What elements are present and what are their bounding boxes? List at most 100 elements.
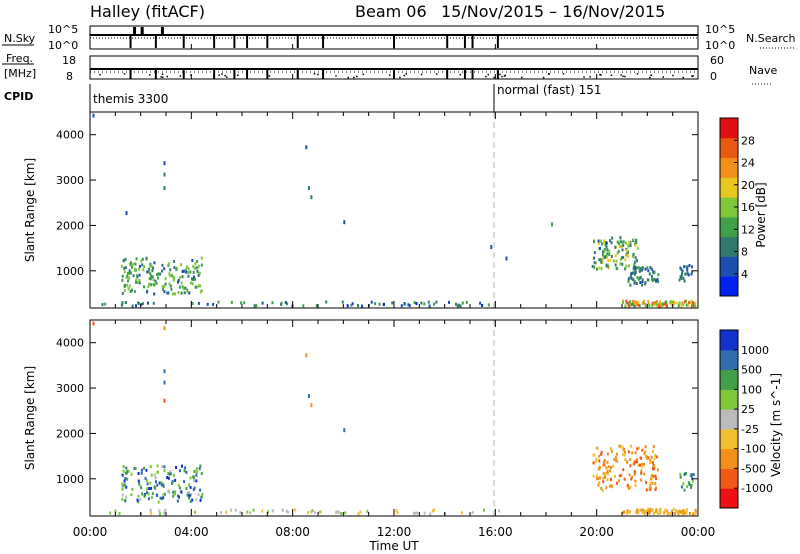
data-cell <box>177 280 179 284</box>
data-cell <box>126 470 129 474</box>
data-cell <box>161 465 164 469</box>
data-cell <box>595 474 598 478</box>
nave-point <box>313 73 316 75</box>
data-cell <box>141 263 144 267</box>
data-cell <box>152 266 155 270</box>
y-tick-label: 2000 <box>56 427 84 440</box>
freq-marks <box>89 68 699 79</box>
data-cell <box>605 466 608 470</box>
power-y-ticks: 1000 2000 3000 4000 <box>56 129 698 278</box>
data-cell <box>163 380 166 385</box>
colorbar-tick-label: 24 <box>741 157 755 170</box>
data-cell <box>593 265 596 269</box>
data-cell <box>163 469 166 473</box>
data-cell <box>648 487 651 491</box>
data-cell <box>193 476 196 480</box>
data-cell <box>155 493 158 497</box>
x-tick-label: 04:00 <box>174 525 209 539</box>
data-cell <box>173 259 176 263</box>
data-cell <box>599 476 601 480</box>
data-cell <box>285 302 288 306</box>
data-cell <box>143 285 145 289</box>
data-cell <box>161 263 164 267</box>
data-cell <box>403 302 406 306</box>
data-cell <box>431 509 434 513</box>
data-cell <box>120 264 123 268</box>
data-cell <box>652 474 655 478</box>
x-tick-label: 00:00 <box>73 525 108 539</box>
data-cell <box>162 288 165 291</box>
data-cell <box>652 445 655 448</box>
data-cell <box>650 473 653 477</box>
data-cell <box>644 304 647 308</box>
data-cell <box>199 488 202 492</box>
data-cell <box>163 290 166 294</box>
data-cell <box>643 472 646 476</box>
data-cell <box>680 276 683 280</box>
data-cell <box>683 488 686 492</box>
data-cell <box>665 509 668 513</box>
data-cell <box>680 267 683 271</box>
data-cell <box>127 279 130 283</box>
data-cell <box>310 403 313 408</box>
data-cell <box>680 510 683 514</box>
colorbar-swatch <box>720 216 738 238</box>
velocity-colorbar: 1000 500 100 25 -25 -100 -500 -1000 <box>719 329 773 509</box>
data-cell <box>677 304 680 308</box>
data-cell <box>121 497 124 501</box>
data-cell <box>615 259 618 263</box>
data-cell <box>126 283 129 287</box>
data-cell <box>635 282 638 285</box>
data-cell <box>621 248 624 252</box>
data-cell <box>246 510 249 514</box>
data-cell <box>623 447 626 451</box>
data-cell <box>133 290 136 294</box>
beam-label: Beam 06 <box>355 2 427 21</box>
data-cell <box>121 278 124 282</box>
nave-point <box>600 74 602 76</box>
data-cell <box>192 264 195 268</box>
data-cell <box>170 274 173 278</box>
data-cell <box>120 303 123 307</box>
data-cell <box>630 444 633 448</box>
data-cell <box>302 304 305 308</box>
data-cell <box>653 511 655 515</box>
data-cell <box>595 457 598 461</box>
data-cell <box>158 481 161 485</box>
data-cell <box>658 508 661 512</box>
data-cell <box>616 240 619 244</box>
data-cell <box>163 465 166 469</box>
data-cell <box>632 267 635 271</box>
data-cell <box>641 266 644 270</box>
data-cell <box>609 469 612 473</box>
colorbar-swatch <box>720 330 738 351</box>
data-cell <box>602 254 605 258</box>
nave-point <box>99 74 101 76</box>
data-cell <box>157 272 160 276</box>
data-cell <box>239 511 242 514</box>
data-cell <box>128 269 131 273</box>
data-cell <box>606 254 609 258</box>
data-cell <box>651 461 654 464</box>
data-cell <box>174 490 177 494</box>
data-cell <box>603 239 606 243</box>
data-cell <box>690 484 693 487</box>
nsearch-label: N.Search <box>746 32 796 45</box>
data-cell <box>335 510 338 514</box>
data-cell <box>639 267 642 270</box>
data-cell <box>605 263 608 267</box>
data-cell <box>600 267 603 271</box>
nave-point <box>692 75 694 77</box>
nave-point <box>162 76 164 78</box>
data-cell <box>198 284 200 288</box>
data-cell <box>620 257 622 261</box>
data-cell <box>196 467 198 471</box>
data-cell <box>659 300 661 304</box>
data-cell <box>641 463 643 466</box>
data-cell <box>609 477 612 481</box>
data-cell <box>191 277 193 281</box>
data-cell <box>633 460 636 464</box>
data-cell <box>651 304 654 307</box>
nsky-panel: N.Sky 10^5 10^0 10^5 10^0 N.Search <box>2 23 796 52</box>
data-cell <box>610 484 613 488</box>
